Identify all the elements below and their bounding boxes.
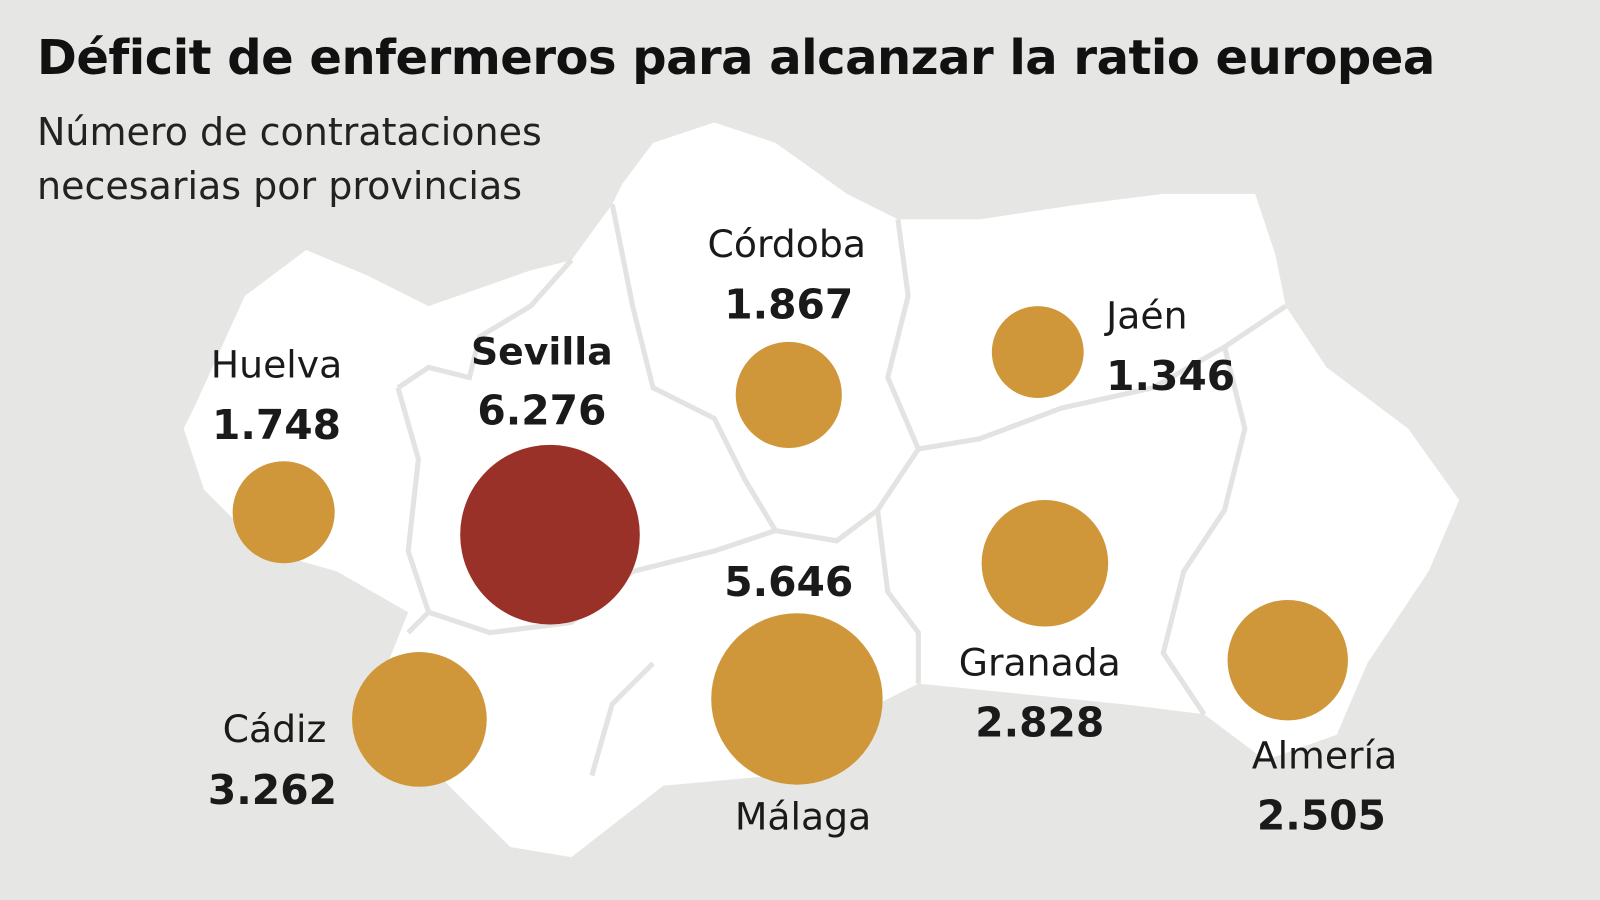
value-malaga: 5.646: [724, 558, 853, 606]
bubble-jaen: [991, 306, 1084, 398]
bubble-sevilla: [460, 444, 640, 625]
page-title: Déficit de enfermeros para alcanzar la r…: [37, 30, 1435, 86]
value-granada: 2.828: [975, 699, 1104, 747]
bubble-malaga: [711, 613, 883, 785]
label-malaga: Málaga: [735, 795, 871, 839]
value-huelva: 1.748: [212, 401, 341, 449]
bubble-cadiz: [352, 652, 487, 787]
bubble-huelva: [232, 461, 335, 564]
bubble-cordoba: [735, 341, 842, 448]
bubble-almeria: [1227, 600, 1348, 721]
label-jaen: Jaén: [1104, 294, 1187, 338]
value-jaen: 1.346: [1106, 352, 1235, 400]
value-sevilla: 6.276: [477, 386, 606, 434]
label-almeria: Almería: [1252, 733, 1397, 777]
label-cadiz: Cádiz: [223, 707, 327, 751]
label-huelva: Huelva: [211, 343, 343, 387]
andalusia-outline: [183, 122, 1460, 858]
value-cordoba: 1.867: [724, 280, 853, 328]
page-subtitle: Número de contrataciones necesarias por …: [37, 110, 542, 208]
bubble-granada: [981, 500, 1109, 627]
value-almeria: 2.505: [1257, 792, 1386, 840]
value-cadiz: 3.262: [208, 766, 337, 814]
label-cordoba: Córdoba: [708, 222, 866, 266]
label-granada: Granada: [959, 641, 1121, 685]
label-sevilla: Sevilla: [471, 329, 613, 373]
